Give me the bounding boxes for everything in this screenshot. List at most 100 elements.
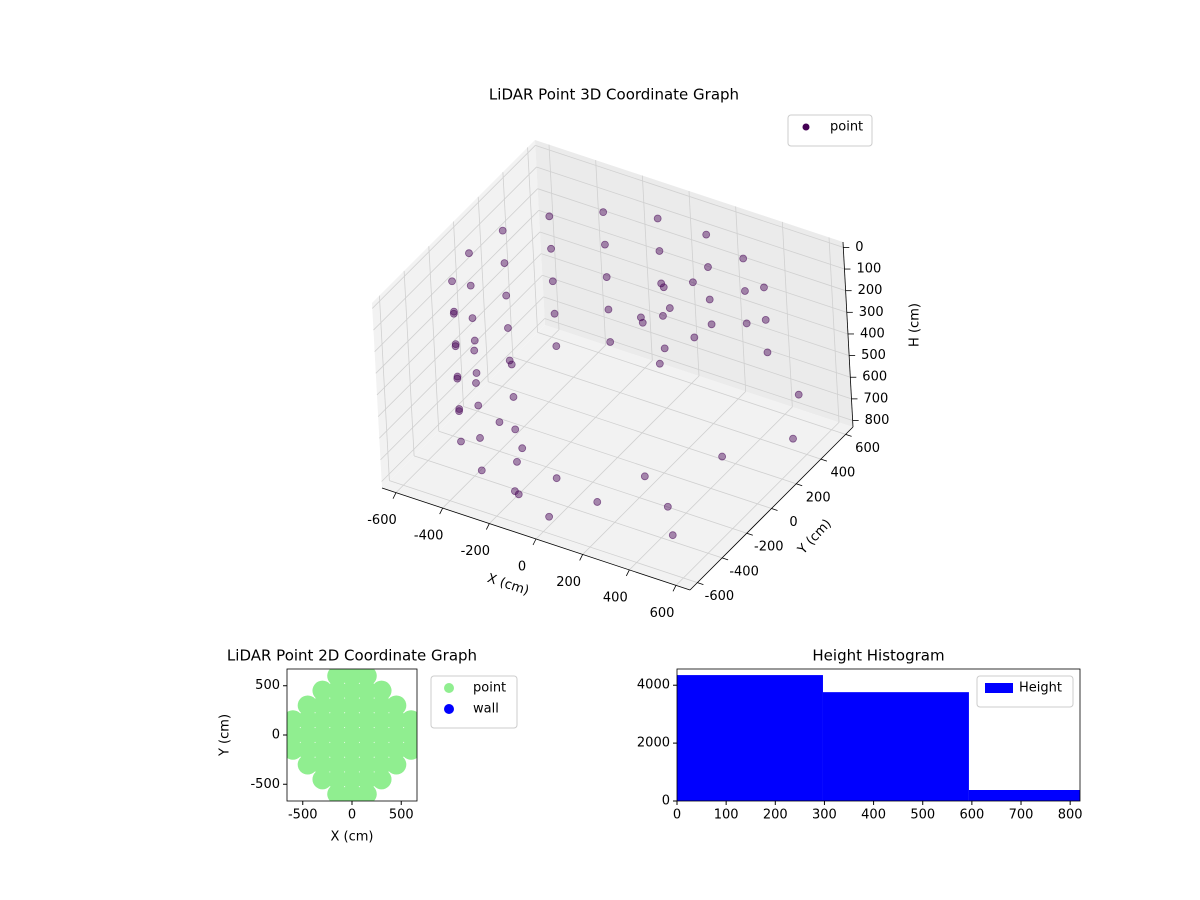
- grid-line: [381, 318, 545, 482]
- x-tick-label: 0: [673, 808, 681, 823]
- y-tick-label: 200: [806, 490, 831, 505]
- point: [606, 338, 615, 346]
- legend-swatch: [985, 683, 1013, 693]
- point: [545, 512, 554, 521]
- point: [386, 754, 407, 775]
- x-tick-label: 200: [763, 808, 788, 823]
- point: [342, 669, 362, 686]
- y-tick-label: -600: [705, 589, 735, 604]
- point: [472, 379, 480, 387]
- y-tick-label: -200: [754, 540, 784, 555]
- grid-line: [542, 274, 851, 378]
- point: [761, 315, 770, 324]
- point: [356, 669, 377, 686]
- point: [668, 531, 677, 540]
- point: [474, 401, 483, 410]
- point: [455, 405, 464, 413]
- point: [356, 739, 377, 760]
- point: [552, 342, 561, 351]
- legend-marker: [444, 704, 454, 714]
- grid-line: [453, 221, 464, 407]
- chart-title: LiDAR Point 2D Coordinate Graph: [227, 647, 477, 665]
- point: [707, 320, 716, 329]
- point: [356, 754, 377, 775]
- point: [794, 390, 803, 399]
- point: [545, 212, 554, 221]
- tick-mark: [721, 557, 729, 561]
- grid-line: [536, 166, 845, 270]
- point: [371, 695, 392, 716]
- z-tick-label: 500: [861, 348, 886, 363]
- grid-line: [544, 318, 853, 421]
- point: [356, 680, 377, 701]
- point: [550, 309, 559, 318]
- grid-line: [543, 296, 852, 400]
- point: [327, 784, 348, 801]
- grid-line: [463, 406, 772, 509]
- point: [327, 695, 348, 716]
- grid-line: [595, 160, 607, 346]
- x-tick-label: -500: [288, 808, 318, 823]
- point: [638, 318, 647, 327]
- chart-title: Height Histogram: [812, 647, 944, 665]
- y-tick-label: -500: [250, 777, 280, 792]
- x-tick-label: 700: [1009, 808, 1034, 823]
- point: [470, 336, 479, 345]
- z-tick-label: 300: [859, 305, 884, 320]
- point: [547, 244, 555, 253]
- point: [327, 754, 348, 775]
- x-tick-label: 300: [812, 808, 837, 823]
- grid-line: [373, 166, 537, 331]
- grid-line: [380, 296, 544, 461]
- point: [507, 360, 516, 369]
- grid-line: [828, 237, 840, 423]
- bar: [968, 790, 1080, 801]
- tick-mark: [625, 569, 630, 577]
- point: [453, 374, 462, 383]
- point: [312, 695, 333, 716]
- point: [356, 784, 377, 801]
- z-tick-label: 600: [862, 370, 887, 385]
- legend-label: point: [830, 120, 863, 135]
- point: [386, 725, 407, 745]
- point: [702, 230, 711, 239]
- point: [448, 277, 456, 286]
- point: [763, 348, 772, 357]
- point: [476, 434, 484, 442]
- point: [371, 769, 392, 790]
- point: [371, 739, 392, 760]
- grid-line: [389, 480, 698, 583]
- tick-mark: [845, 434, 852, 437]
- y-tick-label: 0: [662, 794, 670, 809]
- point: [789, 434, 797, 443]
- point: [599, 208, 608, 217]
- point: [659, 283, 668, 292]
- point: [470, 346, 479, 355]
- legend-label: wall: [473, 702, 499, 717]
- point: [371, 754, 392, 775]
- point: [386, 695, 407, 716]
- point: [312, 739, 333, 760]
- point: [655, 247, 664, 255]
- z-axis: [842, 241, 854, 428]
- x-tick-label: 200: [556, 575, 581, 590]
- y-tick-label: 2000: [637, 736, 670, 751]
- tick-mark: [697, 582, 704, 585]
- point: [663, 502, 672, 511]
- z-axis-label: H (cm): [908, 303, 923, 347]
- grid-line: [538, 209, 847, 313]
- point: [704, 263, 712, 271]
- grid-line: [527, 147, 538, 333]
- grid-line: [374, 188, 538, 352]
- point: [739, 254, 748, 263]
- grid-line: [377, 253, 542, 417]
- grid-line: [537, 188, 846, 292]
- point: [502, 291, 511, 300]
- point: [477, 466, 486, 475]
- y-tick-label: 0: [272, 728, 280, 743]
- point: [601, 240, 609, 249]
- tick-mark: [532, 538, 537, 546]
- grid-line: [548, 144, 560, 330]
- point: [455, 407, 463, 416]
